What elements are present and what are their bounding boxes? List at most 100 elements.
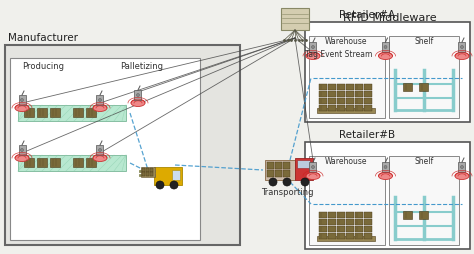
Bar bbox=[310, 162, 317, 172]
Bar bbox=[346, 91, 354, 97]
Bar bbox=[275, 162, 282, 169]
Bar bbox=[364, 105, 372, 111]
Bar bbox=[458, 162, 465, 172]
Bar bbox=[390, 36, 459, 118]
Circle shape bbox=[301, 178, 309, 186]
Circle shape bbox=[384, 45, 387, 49]
Circle shape bbox=[461, 166, 464, 168]
Bar bbox=[355, 219, 363, 225]
Circle shape bbox=[156, 181, 164, 189]
Bar bbox=[458, 42, 465, 52]
Bar bbox=[142, 172, 146, 176]
Bar bbox=[265, 160, 295, 180]
Bar bbox=[346, 219, 354, 225]
Bar bbox=[305, 142, 470, 249]
Bar bbox=[281, 8, 309, 30]
Bar bbox=[283, 170, 290, 177]
Bar bbox=[97, 95, 103, 105]
Bar bbox=[18, 145, 26, 155]
Bar bbox=[337, 212, 345, 218]
Bar bbox=[328, 98, 336, 104]
Text: Shelf: Shelf bbox=[415, 37, 434, 46]
Bar bbox=[146, 168, 149, 171]
Text: Manufacturer: Manufacturer bbox=[8, 33, 78, 43]
Bar bbox=[355, 98, 363, 104]
Ellipse shape bbox=[379, 172, 392, 180]
Bar bbox=[5, 45, 240, 245]
Bar bbox=[346, 233, 354, 239]
Bar bbox=[267, 170, 274, 177]
Bar bbox=[319, 98, 327, 104]
Text: Retailer#B: Retailer#B bbox=[339, 130, 396, 140]
Bar bbox=[337, 98, 345, 104]
Ellipse shape bbox=[15, 104, 29, 112]
Bar bbox=[150, 168, 154, 171]
Bar bbox=[337, 233, 345, 239]
Bar bbox=[419, 83, 428, 91]
Bar bbox=[50, 158, 60, 167]
Bar bbox=[355, 84, 363, 90]
Bar bbox=[73, 158, 83, 167]
Bar bbox=[328, 226, 336, 232]
Text: Shelf: Shelf bbox=[415, 157, 434, 166]
Ellipse shape bbox=[379, 53, 392, 59]
Bar bbox=[364, 212, 372, 218]
Bar bbox=[10, 58, 200, 240]
Circle shape bbox=[99, 149, 101, 151]
Bar bbox=[172, 170, 180, 180]
Text: Warehouse: Warehouse bbox=[325, 37, 367, 46]
Bar bbox=[364, 226, 372, 232]
Bar bbox=[97, 145, 103, 155]
Bar bbox=[419, 211, 428, 219]
Text: Tag Event Stream: Tag Event Stream bbox=[305, 50, 373, 59]
Bar bbox=[319, 219, 327, 225]
Bar bbox=[283, 162, 290, 169]
Bar bbox=[355, 91, 363, 97]
Circle shape bbox=[384, 166, 387, 168]
Bar bbox=[346, 84, 354, 90]
Bar bbox=[328, 91, 336, 97]
Bar bbox=[390, 156, 459, 245]
Bar bbox=[50, 108, 60, 117]
Circle shape bbox=[137, 93, 139, 97]
Bar bbox=[337, 91, 345, 97]
Bar bbox=[364, 91, 372, 97]
Bar bbox=[355, 226, 363, 232]
Bar bbox=[346, 212, 354, 218]
Ellipse shape bbox=[93, 104, 107, 112]
Circle shape bbox=[269, 178, 277, 186]
Bar bbox=[328, 84, 336, 90]
Bar bbox=[337, 105, 345, 111]
Circle shape bbox=[20, 149, 24, 151]
Bar bbox=[355, 212, 363, 218]
Bar bbox=[364, 84, 372, 90]
Bar bbox=[346, 105, 354, 111]
Bar bbox=[364, 219, 372, 225]
Text: Palletizing: Palletizing bbox=[120, 62, 163, 71]
Bar bbox=[328, 212, 336, 218]
Bar bbox=[382, 162, 389, 172]
Circle shape bbox=[311, 45, 315, 49]
Circle shape bbox=[170, 181, 178, 189]
Circle shape bbox=[461, 45, 464, 49]
Bar bbox=[319, 233, 327, 239]
Text: RFID Middleware: RFID Middleware bbox=[343, 13, 437, 23]
Bar bbox=[337, 84, 345, 90]
Bar bbox=[382, 42, 389, 52]
Ellipse shape bbox=[455, 172, 469, 180]
Ellipse shape bbox=[131, 100, 145, 106]
Bar bbox=[146, 172, 149, 176]
Bar bbox=[86, 108, 97, 117]
Bar bbox=[267, 162, 274, 169]
Ellipse shape bbox=[15, 154, 29, 162]
Bar bbox=[319, 105, 327, 111]
Bar bbox=[135, 90, 142, 100]
Circle shape bbox=[283, 178, 291, 186]
Bar bbox=[24, 108, 34, 117]
Bar bbox=[319, 226, 327, 232]
Bar bbox=[18, 155, 126, 171]
Text: Warehouse: Warehouse bbox=[325, 157, 367, 166]
Bar bbox=[86, 158, 97, 167]
Bar bbox=[319, 91, 327, 97]
Bar bbox=[317, 236, 375, 241]
